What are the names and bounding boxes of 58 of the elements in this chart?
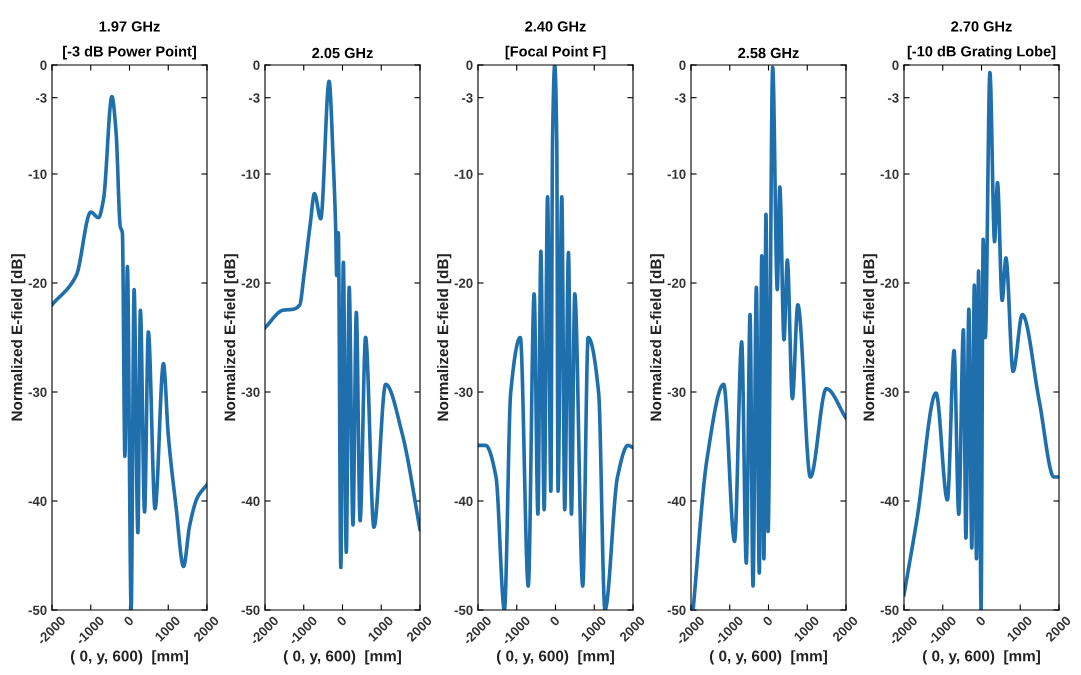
y-tick-label: -30 [667,387,686,397]
y-tick-label: -40 [241,496,260,506]
y-tick-label: -50 [241,605,260,615]
y-tick-label: 0 [253,60,260,70]
y-tick-label: -50 [667,605,686,615]
y-axis-title: Normalized E-field [dB] [224,254,239,421]
x-tick-label: 0 [549,615,561,627]
y-tick-label: -50 [28,605,47,615]
y-tick-label: -50 [880,605,899,615]
y-axis-title: Normalized E-field [dB] [437,254,452,421]
x-axis-title: ( 0, y, 600) [mm] [70,650,188,665]
x-axis-title: ( 0, y, 600) [mm] [922,650,1040,665]
y-axis-title: Normalized E-field [dB] [650,254,665,421]
y-tick-label: -40 [28,496,47,506]
y-tick-label: -30 [241,387,260,397]
x-tick-label: 0 [336,615,348,627]
y-tick-label: -30 [880,387,899,397]
y-axis-title: Normalized E-field [dB] [11,254,26,421]
chart-title: 2.70 GHz [951,21,1012,32]
y-tick-label: -20 [667,278,686,288]
y-axis-title: Normalized E-field [dB] [863,254,878,421]
y-tick-label: -40 [667,496,686,506]
chart-title: 2.58 GHz [738,47,799,59]
y-tick-label: -3 [461,93,473,103]
y-tick-label: -20 [241,278,260,288]
y-tick-label: -40 [880,496,899,506]
y-tick-label: 0 [466,60,473,70]
x-axis-title: ( 0, y, 600) [mm] [709,650,827,665]
y-tick-label: 0 [679,60,686,70]
x-axis-title: ( 0, y, 600) [mm] [496,650,614,665]
x-tick-label: 0 [762,615,774,627]
y-tick-label: -3 [248,93,260,103]
y-tick-label: -10 [667,169,686,179]
y-tick-label: -10 [880,169,899,179]
chart-title: 2.05 GHz [312,47,373,59]
chart-subtitle: [Focal Point F] [505,45,606,60]
chart-title: 1.97 GHz [99,21,160,32]
y-tick-label: -40 [454,496,473,506]
chart-subtitle: [-3 dB Power Point] [63,45,196,60]
y-tick-label: -10 [454,169,473,179]
chart-subtitle: [-10 dB Grating Lobe] [907,45,1056,60]
y-tick-label: -30 [454,387,473,397]
y-tick-label: -20 [454,278,473,288]
y-tick-label: -50 [454,605,473,615]
y-tick-label: -20 [880,278,899,288]
y-tick-label: -3 [35,93,47,103]
y-tick-label: -10 [28,169,47,179]
y-tick-label: -10 [241,169,260,179]
y-tick-label: -20 [28,278,47,288]
y-tick-label: -3 [674,93,686,103]
x-tick-label: 0 [975,615,987,627]
y-tick-label: -30 [28,387,47,397]
y-tick-label: -3 [887,93,899,103]
y-tick-label: 0 [892,60,899,70]
chart-title: 2.40 GHz [525,21,586,32]
y-tick-label: 0 [40,60,47,70]
x-axis-title: ( 0, y, 600) [mm] [283,650,401,665]
x-tick-label: 0 [123,615,135,627]
